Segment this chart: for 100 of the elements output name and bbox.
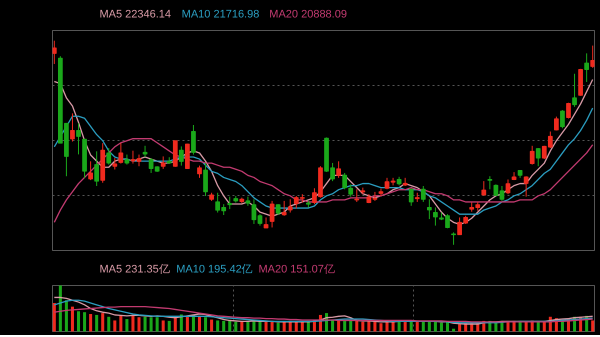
candlestick: [106, 148, 112, 166]
bar: [89, 314, 92, 332]
bar: [144, 316, 147, 332]
candlestick: [530, 145, 535, 166]
candlestick: [142, 145, 148, 158]
bar: [222, 320, 226, 332]
candlestick: [348, 184, 354, 198]
candlestick: [112, 158, 118, 170]
candlestick: [426, 198, 432, 220]
bar: [174, 317, 177, 332]
bar: [101, 313, 104, 332]
candlestick: [94, 150, 100, 187]
candlestick: [88, 160, 93, 181]
candlestick: [52, 40, 57, 64]
text: MA10 21716.98: [182, 8, 260, 20]
bar: [70, 306, 74, 332]
candlestick: [536, 148, 541, 167]
candlestick: [584, 52, 590, 82]
bar: [234, 322, 238, 332]
bar: [210, 320, 214, 332]
candlestick: [197, 165, 202, 178]
candlestick: [342, 172, 348, 190]
bar: [168, 320, 171, 332]
candlestick: [191, 124, 196, 156]
bar: [440, 322, 443, 332]
bar: [404, 322, 407, 332]
text: MA10 195.42亿: [176, 264, 253, 276]
candlestick: [487, 176, 492, 190]
bar: [367, 320, 370, 332]
bar: [95, 314, 98, 332]
bar: [162, 320, 165, 332]
bar: [77, 311, 80, 332]
candlestick: [227, 196, 232, 210]
bar: [379, 323, 382, 332]
candlestick: [524, 176, 529, 198]
candlestick: [70, 112, 75, 142]
bar: [240, 322, 244, 332]
bar: [300, 322, 304, 332]
bar: [343, 320, 346, 332]
candlestick: [160, 156, 166, 170]
bar: [83, 312, 86, 332]
bar: [349, 320, 352, 332]
bar: [331, 320, 334, 332]
bar: [131, 316, 134, 332]
candlestick: [288, 198, 293, 214]
bar: [125, 319, 128, 332]
bar: [156, 317, 159, 332]
candlestick: [451, 232, 456, 246]
bar: [150, 317, 153, 332]
candlestick: [118, 142, 124, 164]
bar: [198, 316, 202, 332]
candlestick: [282, 200, 287, 216]
candlestick: [203, 162, 208, 197]
bar: [264, 322, 268, 332]
candlestick: [336, 160, 341, 178]
candlestick: [264, 216, 268, 229]
bar: [276, 322, 280, 332]
bar: [252, 320, 256, 332]
candlestick: [178, 146, 184, 166]
text: MA5 231.35亿: [99, 264, 170, 276]
candlestick: [572, 73, 577, 108]
bar: [518, 322, 522, 332]
bar: [52, 302, 56, 332]
bar: [137, 317, 141, 332]
candlestick: [276, 204, 281, 216]
bar: [58, 286, 62, 332]
candlestick: [420, 186, 426, 202]
bar: [204, 317, 208, 332]
candlestick: [590, 45, 594, 68]
candlestick: [566, 102, 571, 119]
candlestick: [246, 196, 250, 206]
candlestick: [124, 154, 130, 166]
bar: [119, 316, 122, 332]
text: MA20 20888.09: [269, 8, 347, 20]
candlestick: [354, 188, 360, 202]
candlestick: [76, 122, 81, 155]
bar: [355, 320, 358, 332]
bar: [524, 322, 528, 332]
bar: [458, 324, 462, 332]
bar: [386, 322, 389, 332]
bar: [337, 320, 340, 332]
candlestick: [560, 110, 565, 129]
bar: [591, 320, 594, 332]
bar: [107, 316, 110, 332]
bar: [216, 320, 220, 332]
candlestick: [408, 188, 414, 206]
text: MA5 22346.14: [99, 8, 172, 20]
candlestick: [554, 116, 559, 131]
bar: [64, 300, 68, 332]
bar: [452, 328, 456, 332]
candlestick: [414, 192, 420, 202]
bar: [186, 316, 189, 332]
bar: [361, 322, 364, 332]
text: MA20 151.07亿: [258, 264, 335, 276]
candlestick: [433, 206, 438, 226]
bar: [113, 320, 116, 332]
bar: [228, 320, 232, 332]
candlestick: [506, 178, 510, 195]
candlestick: [481, 180, 486, 196]
candlestick: [270, 200, 274, 228]
